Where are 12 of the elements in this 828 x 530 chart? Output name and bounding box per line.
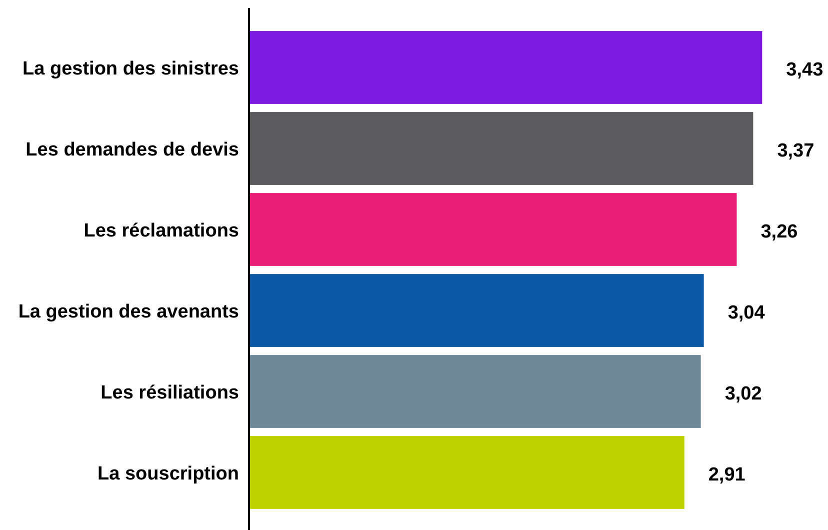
y-tick-label: La gestion des avenants xyxy=(18,302,239,322)
data-label: 2,91 xyxy=(708,464,746,486)
data-label: 3,04 xyxy=(728,302,766,324)
y-tick-label: Les demandes de devis xyxy=(26,140,239,160)
data-label: 3,26 xyxy=(760,222,798,242)
y-tick-label: Les réclamations xyxy=(84,220,239,242)
data-label: 3,37 xyxy=(777,140,814,162)
y-tick-label: La souscription xyxy=(98,464,239,484)
y-tick-label: La gestion des sinistres xyxy=(22,58,239,80)
data-label: 3,43 xyxy=(786,60,824,80)
y-tick-label: Les résiliations xyxy=(100,382,239,404)
data-label: 3,02 xyxy=(724,384,762,404)
